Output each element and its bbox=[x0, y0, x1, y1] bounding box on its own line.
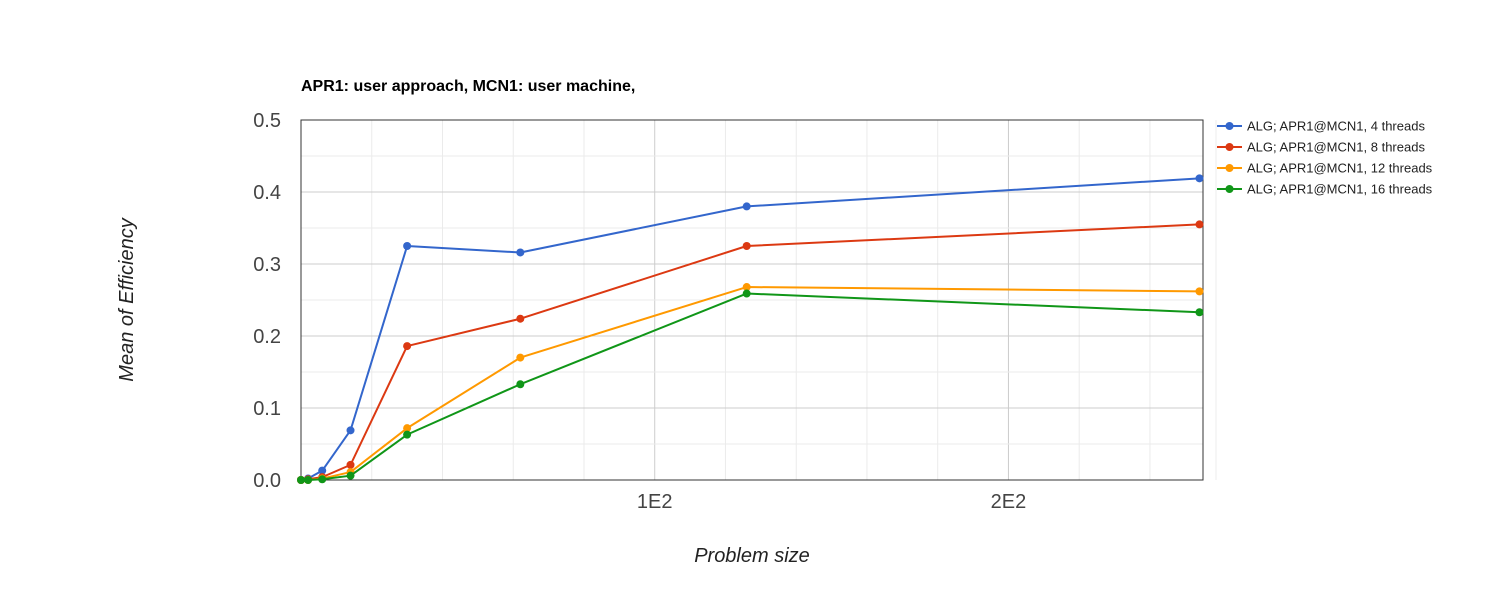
data-point bbox=[516, 380, 525, 389]
data-point bbox=[346, 426, 355, 435]
data-point bbox=[1195, 287, 1204, 296]
y-tick-label: 0.2 bbox=[253, 326, 281, 348]
series-line-2 bbox=[300, 223, 1200, 481]
data-point bbox=[403, 424, 412, 433]
x-tick-label: 2E2 bbox=[991, 491, 1027, 513]
gridlines bbox=[301, 120, 1203, 480]
data-point bbox=[1195, 308, 1204, 317]
x-axis-label: Problem size bbox=[694, 545, 810, 567]
legend: ALG; APR1@MCN1, 4 threads ALG; APR1@MCN1,… bbox=[1215, 119, 1433, 480]
data-point bbox=[346, 471, 355, 480]
data-point bbox=[516, 248, 525, 257]
data-point bbox=[742, 283, 751, 292]
x-tick-label: 1E2 bbox=[637, 491, 673, 513]
data-point bbox=[516, 314, 525, 323]
plot-frame bbox=[300, 119, 1204, 481]
legend-swatch-marker bbox=[1225, 143, 1234, 151]
chart-title: APR1: user approach, MCN1: user machine, bbox=[301, 78, 635, 95]
data-point bbox=[516, 353, 525, 362]
legend-swatch-marker bbox=[1225, 185, 1234, 193]
y-tick-label: 0.5 bbox=[253, 110, 281, 132]
legend-entry-label: ALG; APR1@MCN1, 8 threads bbox=[1247, 140, 1425, 155]
y-axis-ticks: 0.0 0.1 0.2 0.3 0.4 0.5 bbox=[253, 110, 281, 492]
data-point bbox=[346, 460, 355, 469]
legend-swatch-marker bbox=[1225, 164, 1234, 172]
y-axis-label: Mean of Efficiency bbox=[116, 217, 138, 381]
data-point bbox=[403, 242, 412, 250]
data-point bbox=[403, 430, 412, 439]
data-point bbox=[318, 475, 327, 484]
data-point bbox=[1195, 174, 1204, 183]
series-line-3 bbox=[301, 286, 1200, 481]
series-group bbox=[297, 174, 1204, 484]
series-line-1 bbox=[300, 177, 1200, 481]
data-point bbox=[742, 289, 751, 298]
data-point bbox=[318, 466, 327, 475]
y-tick-label: 0.0 bbox=[253, 470, 281, 492]
legend-swatch-marker bbox=[1225, 122, 1234, 130]
legend-entry-label: ALG; APR1@MCN1, 4 threads bbox=[1247, 119, 1425, 134]
legend-entry-label: ALG; APR1@MCN1, 12 threads bbox=[1247, 161, 1433, 176]
data-point bbox=[1195, 220, 1204, 229]
data-point bbox=[304, 476, 313, 484]
data-point bbox=[742, 202, 751, 211]
y-tick-label: 0.4 bbox=[253, 182, 281, 204]
data-point bbox=[297, 476, 305, 484]
legend-entry-label: ALG; APR1@MCN1, 16 threads bbox=[1247, 182, 1433, 197]
y-tick-label: 0.1 bbox=[253, 398, 281, 420]
series-line-4 bbox=[301, 292, 1200, 481]
y-tick-label: 0.3 bbox=[253, 254, 281, 276]
data-point bbox=[742, 242, 751, 250]
data-point bbox=[403, 342, 412, 351]
x-axis-ticks: 1E2 2E2 bbox=[637, 491, 1026, 513]
